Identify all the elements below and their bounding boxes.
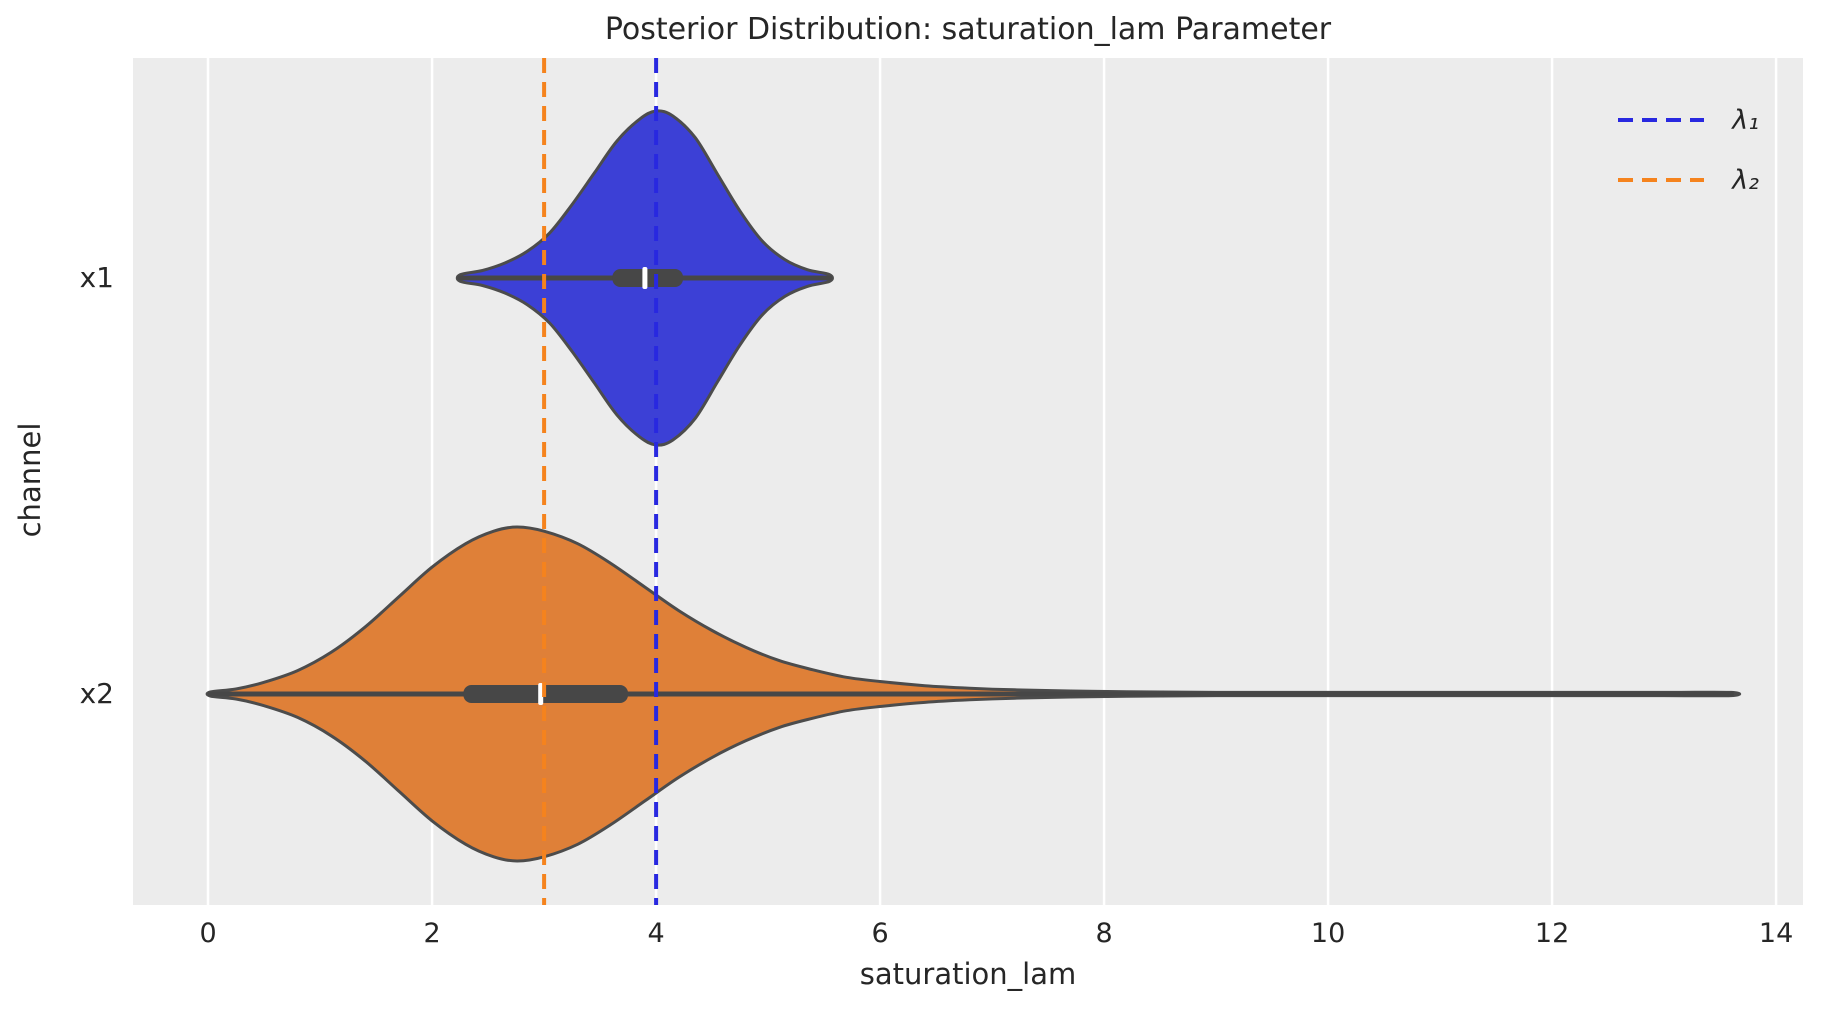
plot-area: λ₁ λ₂ — [133, 58, 1803, 905]
legend-label-lambda1: λ₁ — [1732, 104, 1759, 136]
x-axis-label: saturation_lam — [859, 957, 1077, 991]
x-tick-label-12: 12 — [1534, 918, 1570, 949]
median-x2 — [538, 683, 544, 705]
legend-dash-swatch-lambda2 — [1618, 178, 1705, 182]
x-tick-label-0: 0 — [199, 918, 217, 949]
y-tick-label-x2: x2 — [79, 677, 114, 710]
legend-item-lambda2: λ₂ — [1618, 158, 1759, 202]
x-tick-label-10: 10 — [1310, 918, 1346, 949]
x-tick-label-6: 6 — [871, 918, 889, 949]
legend: λ₁ λ₂ — [1618, 98, 1759, 202]
x-tick-label-14: 14 — [1758, 918, 1794, 949]
chart-title: Posterior Distribution: saturation_lam P… — [604, 12, 1332, 47]
x-tick-label-2: 2 — [423, 918, 441, 949]
median-x1 — [642, 267, 648, 289]
legend-dash-swatch-lambda1 — [1618, 118, 1705, 122]
x-tick-label-4: 4 — [647, 918, 665, 949]
y-axis-label: channel — [13, 422, 47, 538]
violin-plot-canvas — [205, 58, 1778, 905]
legend-label-lambda2: λ₂ — [1732, 164, 1759, 196]
legend-item-lambda1: λ₁ — [1618, 98, 1759, 142]
y-tick-label-x1: x1 — [79, 261, 114, 294]
iqr-box-x1 — [612, 269, 683, 287]
x-tick-label-8: 8 — [1095, 918, 1113, 949]
